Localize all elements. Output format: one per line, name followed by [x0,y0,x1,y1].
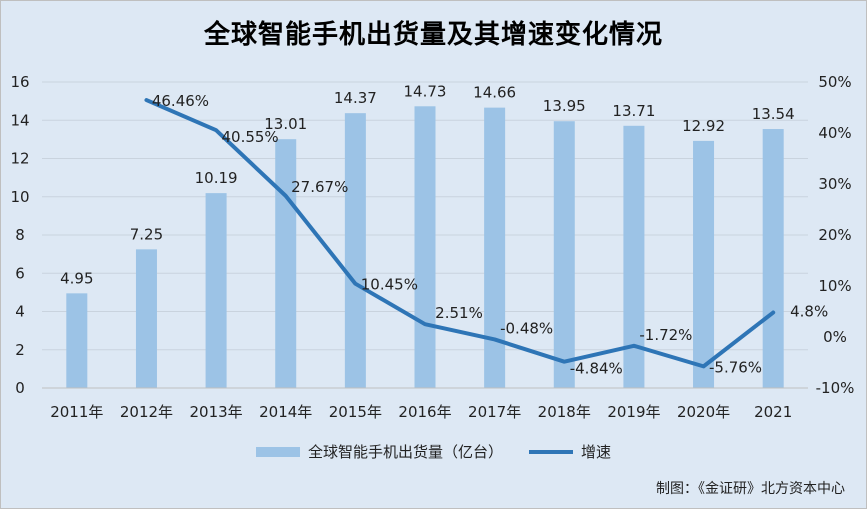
line-value-label: 2.51% [435,304,483,322]
bar-value-label: 4.95 [60,269,93,287]
bar-value-label: 10.19 [195,169,238,187]
x-tick-label: 2018年 [538,403,591,421]
legend-label-growth: 增速 [581,443,612,461]
line-value-label: 4.8% [790,303,828,321]
y-left-tick-label: 14 [10,111,29,129]
bar [693,140,715,388]
bar-value-label: 13.54 [752,105,795,123]
y-left-tick-label: 8 [15,226,25,244]
legend-line-swatch [529,449,573,454]
x-tick-label: 2014年 [259,403,312,421]
legend-bar-swatch [255,446,300,457]
line-value-label: -1.72% [639,326,692,344]
y-left-tick-label: 6 [15,264,25,282]
y-left-tick-label: 0 [15,379,25,397]
line-value-label: -4.84% [570,360,623,378]
y-right-tick-label: 30% [818,175,851,193]
bar-value-label: 13.71 [612,102,655,120]
x-tick-label: 2013年 [189,403,242,421]
bar [414,106,436,388]
x-tick-label: 2019年 [607,403,660,421]
y-right-tick-label: 50% [818,73,851,91]
bar [275,139,297,388]
bar-value-label: 14.73 [404,82,447,100]
y-left-tick-label: 16 [10,73,29,91]
line-value-label: 10.45% [361,276,418,294]
y-right-tick-label: 40% [818,124,851,142]
line-value-label: -5.76% [709,358,762,376]
legend-item-growth: 增速 [529,441,611,462]
line-value-label: 46.46% [152,92,209,110]
y-right-tick-label: 0% [823,328,847,346]
x-tick-label: 2011年 [50,403,103,421]
x-tick-label: 2015年 [329,403,382,421]
line-value-label: 40.55% [221,128,278,146]
line-value-label: -0.48% [500,319,553,337]
y-right-tick-label: -10% [816,379,855,397]
bar [66,293,88,388]
bar [135,249,157,388]
bar [484,107,506,388]
bar [205,193,227,388]
legend-label-shipments: 全球智能手机出货量（亿台） [307,443,503,461]
bar-value-label: 14.66 [473,84,516,102]
y-left-tick-label: 4 [15,303,25,321]
y-left-tick-label: 10 [10,188,29,206]
bar-value-label: 12.92 [682,117,725,135]
y-left-tick-label: 12 [10,150,29,168]
bar-value-label: 13.01 [264,115,307,133]
x-tick-label: 2021 [754,403,792,421]
legend: 全球智能手机出货量（亿台） 增速 [0,441,867,462]
bar [623,125,645,388]
x-tick-label: 2020年 [677,403,730,421]
bar [553,121,575,389]
legend-item-shipments: 全球智能手机出货量（亿台） [255,441,503,462]
growth-line [144,98,776,369]
x-tick-label: 2017年 [468,403,521,421]
bar-value-label: 7.25 [130,225,163,243]
source-note: 制图：《金证研》北方资本中心 [656,481,845,497]
y-left-tick-label: 2 [15,341,25,359]
chart-title: 全球智能手机出货量及其增速变化情况 [203,20,663,50]
bar-value-label: 13.95 [543,97,586,115]
bar [344,113,366,388]
x-tick-label: 2016年 [398,403,451,421]
line-value-label: 27.67% [291,178,348,196]
y-right-tick-label: 10% [818,277,851,295]
bar-value-label: 14.37 [334,89,377,107]
x-tick-label: 2012年 [120,403,173,421]
y-right-tick-label: 20% [818,226,851,244]
bar [762,129,784,389]
